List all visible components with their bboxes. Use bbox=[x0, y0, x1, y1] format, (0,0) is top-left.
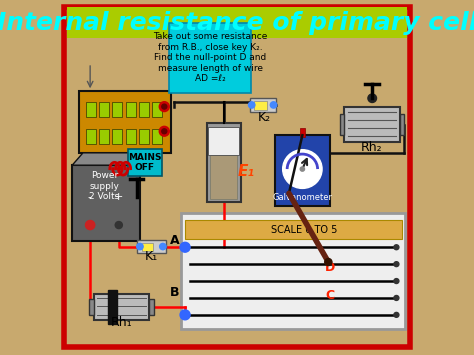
Circle shape bbox=[180, 310, 190, 320]
FancyBboxPatch shape bbox=[209, 127, 239, 155]
Text: SCALE 0 TO 5: SCALE 0 TO 5 bbox=[272, 225, 338, 235]
Circle shape bbox=[394, 245, 399, 250]
FancyBboxPatch shape bbox=[99, 102, 109, 117]
FancyBboxPatch shape bbox=[112, 129, 122, 144]
FancyBboxPatch shape bbox=[169, 22, 251, 93]
FancyBboxPatch shape bbox=[207, 123, 241, 202]
FancyBboxPatch shape bbox=[139, 102, 149, 117]
FancyBboxPatch shape bbox=[90, 299, 94, 315]
Text: MAINS
OFF: MAINS OFF bbox=[128, 153, 162, 172]
FancyBboxPatch shape bbox=[139, 129, 149, 144]
Circle shape bbox=[283, 150, 322, 189]
Circle shape bbox=[159, 102, 169, 111]
FancyBboxPatch shape bbox=[72, 165, 140, 241]
FancyBboxPatch shape bbox=[274, 135, 330, 206]
Text: Rh₂: Rh₂ bbox=[361, 141, 383, 154]
FancyBboxPatch shape bbox=[86, 129, 96, 144]
FancyBboxPatch shape bbox=[152, 129, 162, 144]
Circle shape bbox=[115, 222, 122, 229]
FancyBboxPatch shape bbox=[112, 102, 122, 117]
Circle shape bbox=[159, 126, 169, 136]
FancyBboxPatch shape bbox=[126, 102, 136, 117]
Circle shape bbox=[394, 262, 399, 267]
FancyBboxPatch shape bbox=[152, 102, 162, 117]
FancyBboxPatch shape bbox=[300, 128, 305, 137]
Text: Power
supply
2 Volts: Power supply 2 Volts bbox=[89, 171, 119, 201]
Circle shape bbox=[162, 129, 167, 134]
Circle shape bbox=[162, 104, 167, 109]
Text: D: D bbox=[325, 261, 335, 274]
FancyBboxPatch shape bbox=[142, 243, 153, 251]
FancyBboxPatch shape bbox=[340, 114, 345, 135]
FancyBboxPatch shape bbox=[400, 114, 404, 135]
FancyBboxPatch shape bbox=[79, 91, 171, 153]
FancyBboxPatch shape bbox=[64, 7, 410, 347]
Circle shape bbox=[85, 220, 95, 230]
FancyBboxPatch shape bbox=[210, 155, 237, 199]
Text: +: + bbox=[113, 192, 123, 202]
FancyBboxPatch shape bbox=[137, 240, 166, 253]
FancyBboxPatch shape bbox=[86, 102, 96, 117]
FancyBboxPatch shape bbox=[249, 98, 276, 112]
Text: Internal resistance of primary cell: Internal resistance of primary cell bbox=[0, 11, 474, 34]
Circle shape bbox=[394, 279, 399, 284]
Circle shape bbox=[248, 102, 255, 108]
Circle shape bbox=[180, 242, 190, 252]
Circle shape bbox=[394, 295, 399, 300]
Circle shape bbox=[368, 94, 376, 103]
Text: K₂: K₂ bbox=[257, 111, 271, 124]
Circle shape bbox=[160, 244, 166, 250]
FancyBboxPatch shape bbox=[94, 294, 149, 320]
Text: E₁: E₁ bbox=[237, 164, 255, 179]
Text: K₁: K₁ bbox=[145, 250, 158, 263]
Circle shape bbox=[325, 258, 332, 266]
FancyBboxPatch shape bbox=[345, 107, 400, 142]
FancyBboxPatch shape bbox=[126, 129, 136, 144]
FancyBboxPatch shape bbox=[128, 149, 162, 176]
Text: Galvanometer: Galvanometer bbox=[273, 193, 332, 202]
Text: A: A bbox=[170, 234, 179, 247]
Text: C: C bbox=[326, 289, 335, 302]
FancyBboxPatch shape bbox=[254, 101, 267, 110]
Text: Rh₁: Rh₁ bbox=[111, 316, 132, 329]
Polygon shape bbox=[72, 153, 151, 165]
Circle shape bbox=[300, 167, 304, 171]
FancyBboxPatch shape bbox=[99, 129, 109, 144]
Circle shape bbox=[394, 312, 399, 317]
FancyBboxPatch shape bbox=[108, 290, 117, 324]
FancyBboxPatch shape bbox=[182, 213, 405, 329]
FancyBboxPatch shape bbox=[185, 220, 402, 239]
Circle shape bbox=[137, 244, 143, 250]
Text: -: - bbox=[87, 192, 91, 202]
FancyBboxPatch shape bbox=[149, 299, 154, 315]
Text: B: B bbox=[170, 286, 179, 299]
Circle shape bbox=[270, 102, 277, 108]
FancyBboxPatch shape bbox=[67, 7, 407, 38]
Text: Take out some resistance
from R.B., close key K₂.
Find the null-point D and
meas: Take out some resistance from R.B., clos… bbox=[153, 32, 267, 83]
